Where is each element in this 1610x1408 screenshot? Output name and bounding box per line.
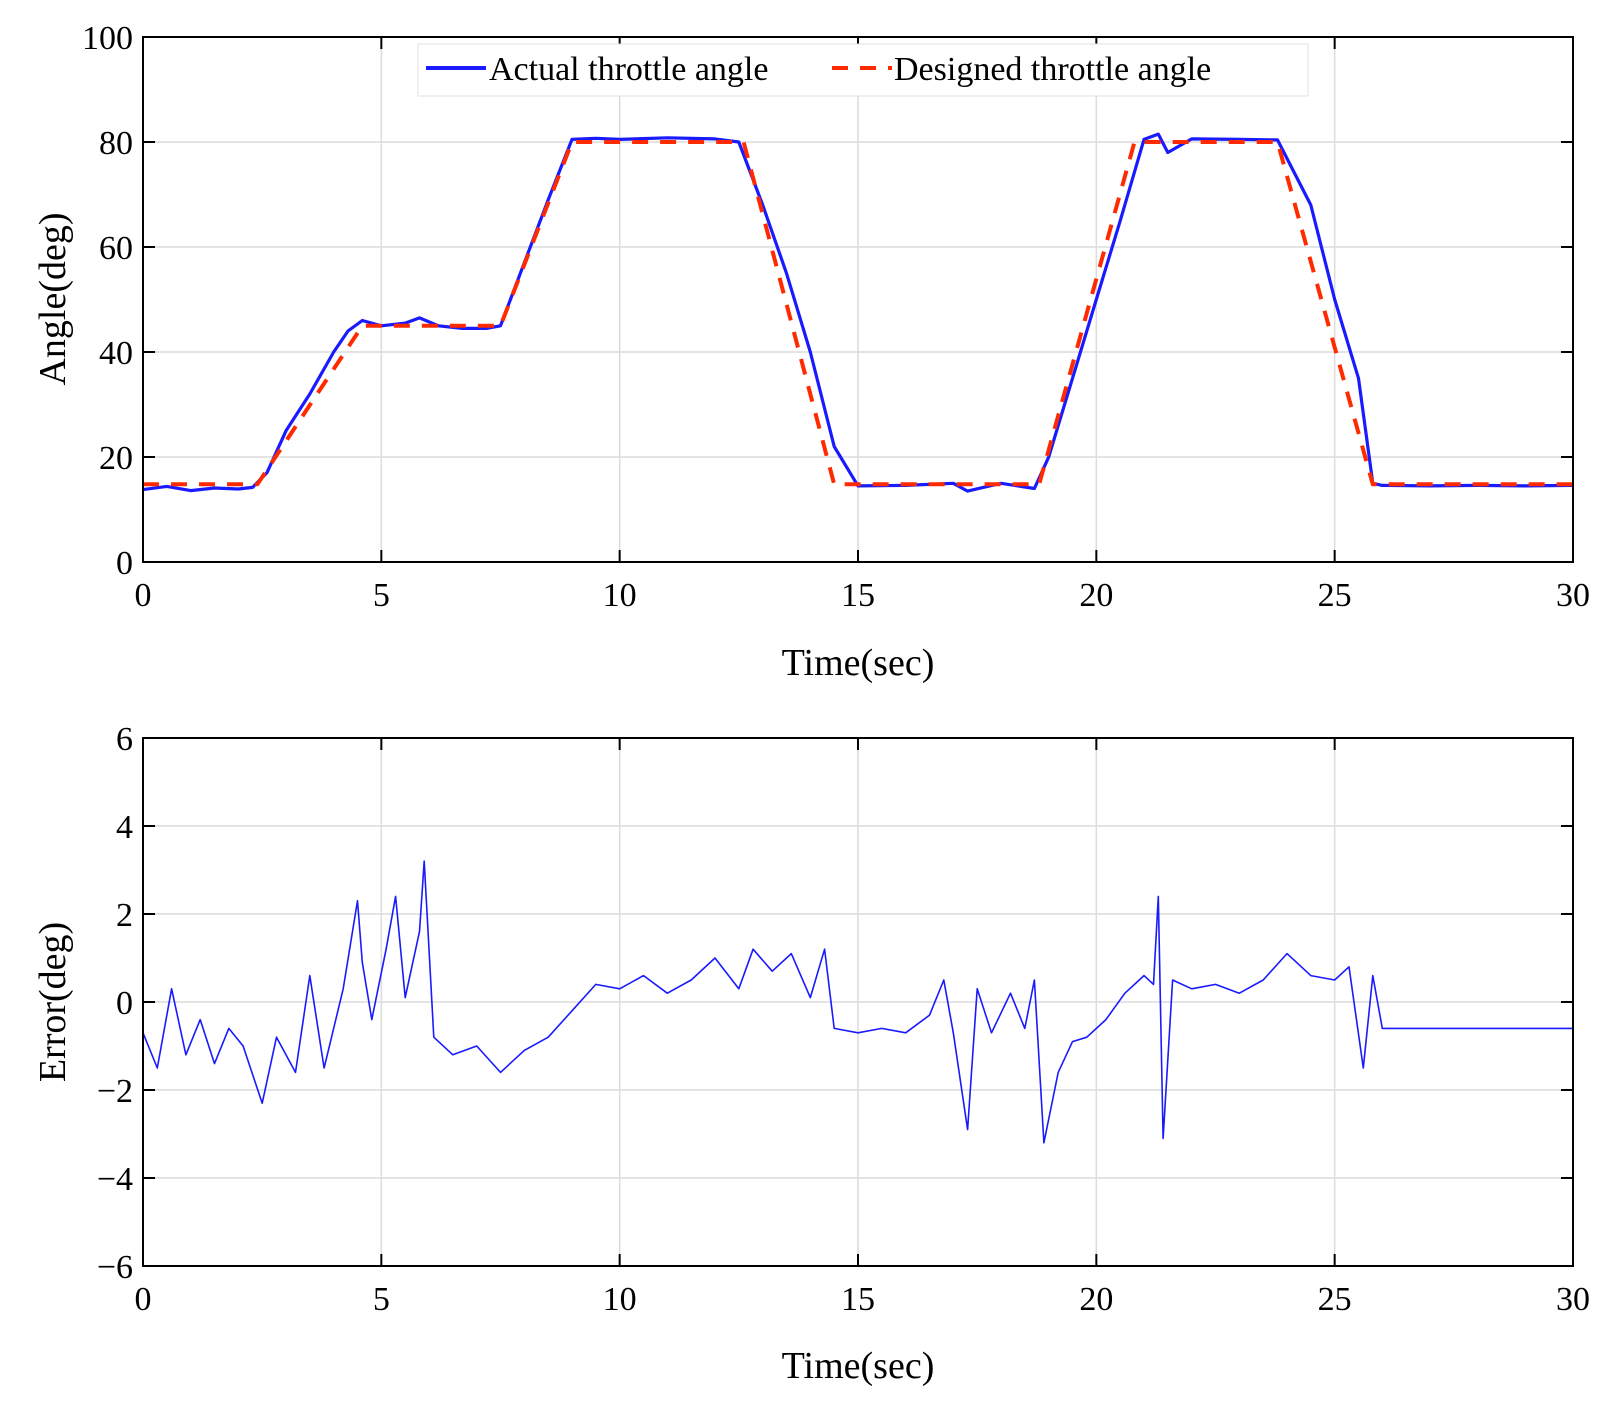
- y-axis-label: Error(deg): [32, 922, 74, 1082]
- x-axis-label: Time(sec): [782, 1345, 935, 1387]
- y-tick-label: −2: [97, 1073, 133, 1110]
- x-tick-label: 15: [841, 577, 875, 614]
- series-line-error: [142, 860, 1573, 1144]
- error-chart: 0 5 10 15 20 25 30 −6 −4 −2 0 2 4 6 Time(sec) Error(…: [32, 721, 1590, 1387]
- y-tick-label: 0: [116, 985, 133, 1022]
- y-tick-label: −6: [97, 1249, 133, 1286]
- y-tick-labels: 0 20 40 60 80 100: [82, 20, 133, 582]
- legend-label-designed: Designed throttle angle: [894, 51, 1211, 88]
- y-tick-label: 80: [99, 125, 133, 162]
- x-tick-label: 20: [1079, 1281, 1113, 1318]
- x-tick-label: 10: [603, 577, 637, 614]
- x-tick-label: 30: [1556, 577, 1590, 614]
- x-tick-label: 20: [1079, 577, 1113, 614]
- series-line-actual-throttle-angle: [142, 132, 1574, 493]
- x-tick-labels: 0 5 10 15 20 25 30: [135, 1281, 1591, 1318]
- grid-lines: [143, 738, 1573, 1266]
- x-tick-label: 25: [1318, 1281, 1352, 1318]
- x-tick-label: 30: [1556, 1281, 1590, 1318]
- x-tick-label: 5: [373, 577, 390, 614]
- x-tick-label: 0: [135, 577, 152, 614]
- y-tick-label: 60: [99, 230, 133, 267]
- y-tick-label: 100: [82, 20, 133, 57]
- series-line-designed-throttle-angle: [143, 140, 1573, 487]
- legend: Actual throttle angle Designed throttle …: [417, 43, 1309, 97]
- y-axis-label: Angle(deg): [32, 212, 74, 385]
- x-tick-label: 25: [1318, 577, 1352, 614]
- y-tick-label: 0: [116, 545, 133, 582]
- tick-marks: [142, 737, 1574, 1267]
- y-tick-labels: −6 −4 −2 0 2 4 6: [97, 721, 133, 1286]
- x-tick-label: 10: [603, 1281, 637, 1318]
- series-layer: [142, 860, 1573, 1144]
- x-tick-labels: 0 5 10 15 20 25 30: [135, 577, 1591, 614]
- x-tick-label: 5: [373, 1281, 390, 1318]
- y-tick-label: 20: [99, 440, 133, 477]
- x-axis-label: Time(sec): [782, 642, 935, 684]
- y-tick-label: 2: [116, 897, 133, 934]
- y-tick-label: 6: [116, 721, 133, 758]
- angle-chart: 0 5 10 15 20 25 30 0 20 40 60 80 100 Time(sec) Angl…: [32, 20, 1590, 684]
- y-tick-label: −4: [97, 1161, 133, 1198]
- x-tick-label: 15: [841, 1281, 875, 1318]
- y-tick-label: 4: [116, 809, 133, 846]
- x-tick-label: 0: [135, 1281, 152, 1318]
- legend-label-actual: Actual throttle angle: [489, 51, 768, 88]
- y-tick-label: 40: [99, 335, 133, 372]
- series-layer: [142, 132, 1574, 493]
